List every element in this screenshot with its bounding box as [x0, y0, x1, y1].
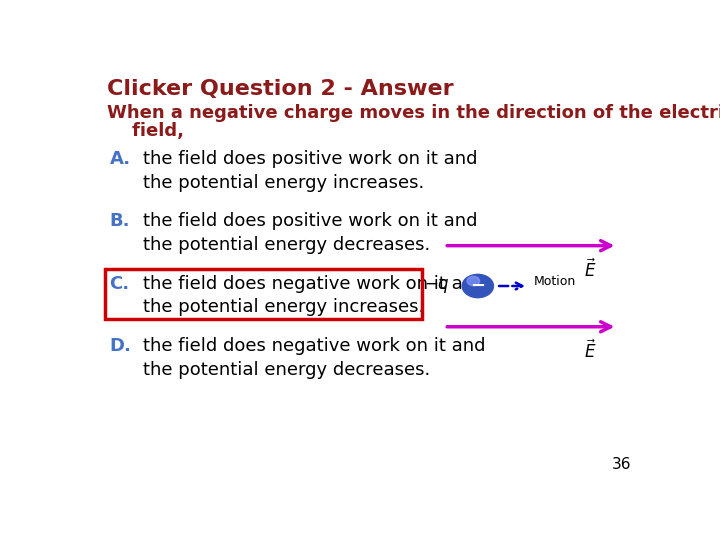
Circle shape	[467, 276, 480, 286]
Text: A.: A.	[109, 150, 130, 168]
Text: D.: D.	[109, 337, 132, 355]
Text: $\vec{E}$: $\vec{E}$	[584, 339, 596, 362]
Text: −: −	[470, 277, 485, 295]
Text: $-q$: $-q$	[424, 277, 450, 295]
Text: the field does negative work on it and
the potential energy increases.: the field does negative work on it and t…	[143, 275, 485, 316]
Text: B.: B.	[109, 212, 130, 231]
Text: the field does negative work on it and
the potential energy decreases.: the field does negative work on it and t…	[143, 337, 485, 379]
Text: the field does positive work on it and
the potential energy decreases.: the field does positive work on it and t…	[143, 212, 477, 254]
Circle shape	[462, 274, 493, 298]
Text: C.: C.	[109, 275, 130, 293]
Text: Clicker Question 2 - Answer: Clicker Question 2 - Answer	[107, 79, 454, 99]
Text: the field does positive work on it and
the potential energy increases.: the field does positive work on it and t…	[143, 150, 477, 192]
Text: field,: field,	[107, 122, 184, 140]
Text: Motion: Motion	[534, 275, 576, 288]
Text: 36: 36	[612, 457, 631, 472]
Text: When a negative charge moves in the direction of the electric: When a negative charge moves in the dire…	[107, 104, 720, 122]
Text: $\vec{E}$: $\vec{E}$	[584, 258, 596, 281]
